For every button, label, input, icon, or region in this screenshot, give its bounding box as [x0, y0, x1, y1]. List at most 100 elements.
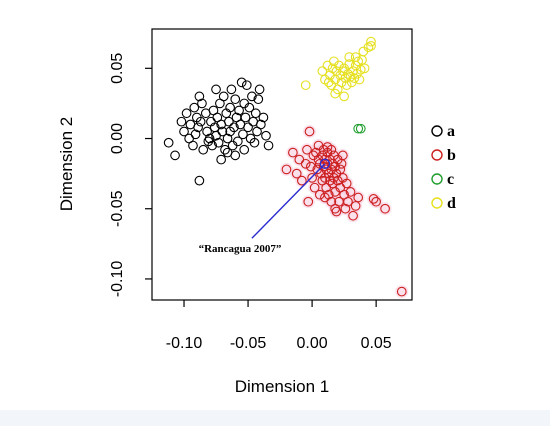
point-series-a	[253, 94, 264, 105]
point-series-a	[179, 126, 189, 137]
point-series-c	[353, 123, 364, 134]
point-series-d	[354, 74, 365, 85]
data-points	[163, 36, 409, 299]
point-series-a	[181, 108, 192, 119]
point-series-a	[239, 144, 250, 155]
point-series-d	[341, 80, 352, 91]
point-series-b	[305, 161, 316, 172]
legend-marker-c	[431, 173, 443, 185]
point-series-a	[202, 126, 212, 137]
point-series-b	[330, 161, 341, 172]
point-series-b	[380, 203, 390, 214]
legend-label-d: d	[447, 195, 456, 212]
point-series-a	[190, 129, 201, 140]
x-tick-label: -0.05	[230, 335, 267, 352]
point-series-a	[189, 102, 200, 113]
point-series-d	[323, 77, 334, 88]
point-series-a	[263, 140, 274, 151]
point-series-b	[332, 175, 343, 186]
point-series-b	[320, 192, 330, 203]
point-series-a	[256, 119, 266, 130]
point-series-a	[194, 91, 205, 102]
point-series-b	[348, 210, 358, 221]
x-tick-label: 0.00	[297, 335, 328, 352]
point-series-a	[218, 91, 229, 102]
point-series-a	[217, 126, 228, 137]
y-axis-label: Dimension 2	[57, 117, 76, 212]
point-series-a	[188, 140, 198, 151]
point-series-a	[234, 105, 244, 116]
point-series-a	[258, 112, 269, 123]
legend-marker-b	[431, 149, 443, 161]
point-series-a	[222, 133, 233, 144]
point-series-a	[249, 137, 260, 148]
point-series-b	[297, 175, 307, 186]
point-series-b	[331, 206, 342, 217]
point-series-b	[337, 150, 348, 161]
x-tick-label: 0.05	[361, 335, 392, 352]
point-series-a	[193, 122, 203, 133]
point-series-b	[341, 178, 352, 189]
point-series-b	[345, 187, 356, 197]
annotation-label: “Rancagua 2007”	[199, 243, 282, 255]
point-series-a	[176, 116, 187, 127]
point-series-a	[195, 116, 206, 127]
point-series-a	[244, 102, 255, 113]
point-series-a	[223, 116, 234, 127]
point-series-a	[230, 94, 241, 105]
point-series-a	[225, 126, 235, 137]
point-series-b	[288, 147, 298, 158]
point-series-b	[302, 144, 312, 155]
point-series-d	[366, 40, 376, 51]
point-series-b	[309, 182, 320, 193]
point-series-a	[236, 77, 247, 88]
x-axis-label: Dimension 1	[235, 377, 330, 396]
axis-ticks: -0.10 -0.05 0.00 0.05 -0.10 -0.05 0.00 0.05	[109, 53, 392, 352]
point-series-a	[232, 136, 243, 147]
y-tick-label: -0.05	[109, 190, 126, 227]
point-series-a	[211, 84, 221, 95]
point-series-b	[350, 201, 361, 211]
point-series-b	[343, 196, 353, 207]
point-series-b	[303, 196, 314, 207]
y-tick-label: -0.10	[109, 261, 126, 298]
annotation-group: “Rancagua 2007”	[199, 158, 331, 255]
point-series-b	[326, 144, 337, 155]
point-series-b	[335, 164, 346, 175]
point-series-a	[240, 112, 251, 123]
point-series-b	[371, 196, 381, 207]
x-tick-label: -0.10	[166, 335, 203, 352]
point-series-a	[213, 137, 224, 148]
point-series-d	[317, 66, 328, 76]
point-series-d	[330, 88, 341, 99]
point-series-b	[340, 203, 351, 214]
point-series-a	[254, 84, 265, 95]
point-series-d	[363, 42, 374, 53]
point-series-d	[366, 36, 376, 47]
point-series-a	[225, 102, 235, 113]
point-series-a	[163, 137, 174, 148]
point-series-a	[230, 150, 241, 161]
point-series-d	[300, 80, 311, 91]
legend-label-c: c	[447, 171, 454, 188]
point-series-a	[170, 150, 180, 161]
point-series-a	[220, 144, 230, 155]
point-series-a	[216, 154, 227, 165]
annotation-target	[319, 158, 331, 169]
plot-frame	[151, 28, 413, 301]
point-series-d	[339, 91, 349, 102]
point-series-b	[307, 172, 317, 183]
point-series-d	[359, 63, 370, 74]
point-series-d	[322, 60, 333, 71]
point-series-a	[226, 84, 237, 95]
legend-marker-d	[431, 197, 443, 209]
point-series-b	[281, 164, 292, 175]
legend-label-a: a	[447, 123, 455, 140]
point-series-a	[194, 175, 205, 186]
y-tick-label: 0.00	[109, 123, 126, 154]
point-series-a	[250, 108, 261, 119]
point-series-a	[243, 122, 253, 133]
point-series-a	[261, 130, 271, 141]
